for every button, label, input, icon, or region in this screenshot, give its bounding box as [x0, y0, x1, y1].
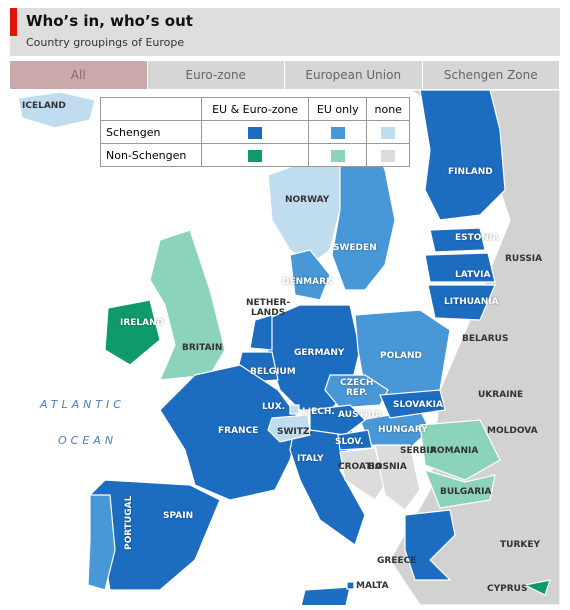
country-label: GREECE — [377, 556, 417, 566]
legend-column: EU & Euro-zone — [200, 97, 310, 121]
legend-corner — [100, 97, 202, 121]
legend-header: EU & Euro-zone EU only none — [100, 97, 410, 121]
country-label: ICELAND — [22, 101, 66, 111]
tab[interactable]: Euro-zone — [148, 61, 285, 89]
country-label: CYPRUS — [487, 584, 528, 594]
sea-label: OCEAN — [58, 434, 118, 447]
country-label: TURKEY — [500, 540, 541, 550]
country-label: SWEDEN — [333, 243, 377, 253]
map — [17, 90, 560, 605]
country-label: MOLDOVA — [487, 426, 538, 436]
legend-row-label: Schengen — [100, 120, 202, 144]
legend-cell — [308, 120, 368, 144]
country-label: ESTONIA — [455, 233, 500, 243]
legend-cell — [366, 120, 410, 144]
legend-column: EU only — [308, 97, 368, 121]
country-label: SERBIA — [400, 446, 437, 456]
legend-swatch — [248, 149, 263, 162]
legend-row: Non-Schengen — [100, 143, 410, 167]
country-label: SPAIN — [163, 511, 194, 521]
country-label: BRITAIN — [182, 343, 223, 353]
legend-cell — [200, 120, 310, 144]
country-label: ITALY — [297, 454, 324, 464]
country-label: MALTA — [356, 581, 389, 591]
country-label: POLAND — [380, 351, 422, 361]
tab[interactable]: All — [10, 61, 148, 89]
country-label: AUSTRIA — [338, 410, 382, 420]
country-label: FRANCE — [218, 426, 259, 436]
tab[interactable]: European Union — [285, 61, 423, 89]
country-label: PORTUGAL — [124, 495, 134, 550]
legend-cell — [308, 143, 368, 167]
tab[interactable]: Schengen Zone — [423, 61, 560, 89]
country-label: NORWAY — [285, 195, 330, 205]
country-label: NETHER- LANDS — [246, 298, 291, 318]
sea-label: ATLANTIC — [40, 398, 125, 411]
country-label: BOSNIA — [368, 462, 407, 472]
country-label: BELARUS — [462, 334, 509, 344]
legend-swatch — [381, 149, 396, 162]
country-label: CROATIA — [338, 462, 382, 472]
legend-swatch — [330, 126, 345, 139]
country-label: HUNGARY — [378, 425, 428, 435]
country-label: LUX. — [262, 402, 286, 412]
legend-swatch — [248, 126, 263, 139]
country-label: ROMANIA — [430, 446, 479, 456]
header-bg — [10, 8, 560, 56]
country-label: SWITZ. — [277, 427, 313, 437]
country-label: LIECH. — [302, 407, 335, 417]
legend-row-label: Non-Schengen — [100, 143, 202, 167]
legend-column: none — [366, 97, 410, 121]
country-label: RUSSIA — [505, 254, 543, 264]
country-label: LATVIA — [455, 270, 491, 280]
country-label: IRELAND — [120, 318, 165, 328]
legend-swatch — [381, 126, 396, 139]
country-label: CZECH REP. — [340, 378, 374, 398]
legend-swatch — [330, 149, 345, 162]
legend-cell — [366, 143, 410, 167]
legend-cell — [200, 143, 310, 167]
country-label: SLOVAKIA — [393, 400, 443, 410]
legend: EU & Euro-zone EU only none Schengen Non-Sch… — [100, 97, 410, 167]
country-label: FINLAND — [448, 167, 493, 177]
country-label: BULGARIA — [440, 487, 492, 497]
country-label: GERMANY — [294, 348, 345, 358]
country-label: SLOV. — [335, 437, 364, 447]
title: Who’s in, who’s out — [26, 12, 193, 30]
country-label: LITHUANIA — [444, 297, 499, 307]
country-label: UKRAINE — [478, 390, 524, 400]
tab-bar: All Euro-zone European Union Schengen Zone — [10, 61, 560, 89]
red-bar — [10, 8, 17, 36]
legend-row: Schengen — [100, 120, 410, 144]
country-label: DENMARK — [282, 277, 333, 287]
country-label: BELGIUM — [250, 367, 296, 377]
subtitle: Country groupings of Europe — [26, 36, 185, 49]
